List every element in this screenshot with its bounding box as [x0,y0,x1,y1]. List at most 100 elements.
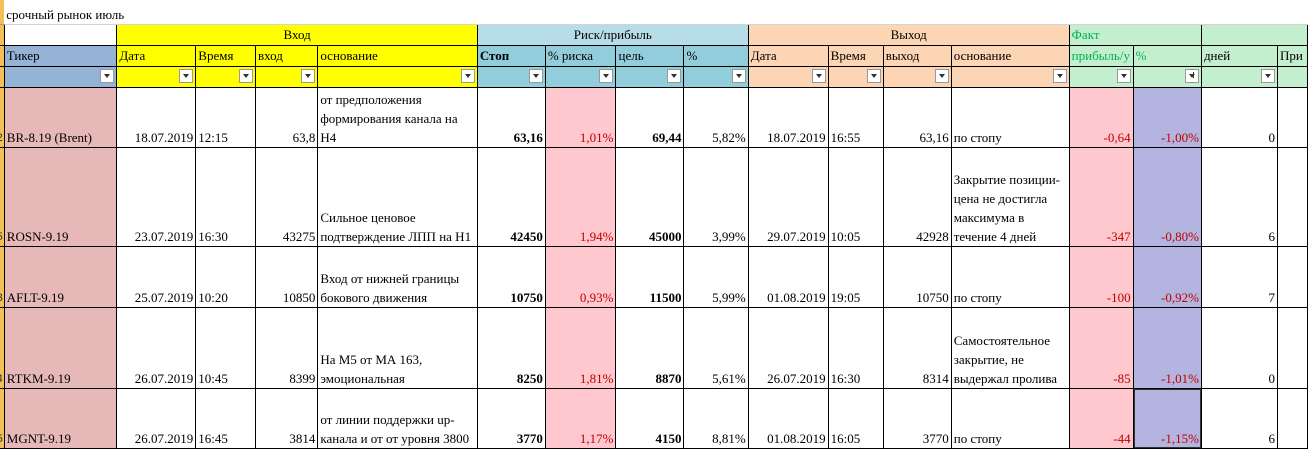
header-days[interactable]: дней [1200,45,1278,67]
header-extra[interactable]: При [1276,45,1309,67]
cell-profit[interactable]: -44 [1069,388,1134,449]
cell-fact-pct[interactable]: -0,92% [1133,246,1202,308]
filter-dropdown-icon[interactable] [1052,69,1067,83]
header-ticker[interactable]: Тикер [3,45,118,67]
cell-pct[interactable]: 8,81% [683,388,749,449]
header-risk-pct[interactable]: % риска [544,45,617,67]
filter-dropdown-icon[interactable] [238,69,253,83]
cell-exit-time[interactable]: 10:05 [828,147,884,247]
filter-dropdown-icon[interactable] [599,69,614,83]
filter-dropdown-icon[interactable] [731,69,746,83]
filter-cell[interactable] [1068,66,1134,88]
filter-cell[interactable] [683,66,749,88]
cell-target[interactable]: 11500 [615,246,685,308]
group-blank[interactable] [3,24,118,46]
cell-fact-pct[interactable]: -0,80% [1133,147,1202,247]
cell-entry-time[interactable]: 10:20 [195,246,256,308]
cell-fact-pct[interactable]: -1,01% [1133,307,1202,389]
cell-exit-time[interactable]: 16:55 [828,87,884,148]
cell-exit-date[interactable]: 18.07.2019 [748,87,829,148]
sheet-title[interactable]: срочный рынок июль [4,0,318,25]
filter-cell[interactable] [747,66,829,88]
header-entry-time[interactable]: Время [195,45,256,67]
header-exit-price[interactable]: выход [882,45,952,67]
cell-entry-time[interactable]: 10:45 [195,307,256,389]
cell-entry-price[interactable]: 63,8 [255,87,319,148]
filter-dropdown-icon[interactable] [460,69,475,83]
cell-entry-time[interactable]: 16:45 [195,388,256,449]
cell-exit-date[interactable]: 26.07.2019 [748,307,829,389]
cell-exit-reason[interactable]: по стопу [951,87,1070,148]
cell-entry-date[interactable]: 23.07.2019 [116,147,197,247]
cell-pct[interactable]: 5,61% [683,307,749,389]
cell-risk-pct[interactable]: 1,01% [545,87,617,148]
cell-extra[interactable] [1277,147,1309,247]
group-fact[interactable]: Факт [1068,24,1202,46]
cell-ticker[interactable]: BR-8.19 (Brent) [4,87,118,148]
cell-risk-pct[interactable]: 1,81% [545,307,617,389]
cell-extra[interactable] [1277,388,1309,449]
filter-dropdown-icon[interactable] [866,69,881,83]
cell-exit-price[interactable]: 3770 [883,388,952,449]
cell-exit-price[interactable]: 63,16 [883,87,952,148]
cell-profit[interactable]: -100 [1069,246,1134,308]
cell-stop[interactable]: 10750 [477,246,546,308]
cell-ticker[interactable]: AFLT-9.19 [4,246,118,308]
header-profit[interactable]: прибыль/у [1068,45,1134,67]
cell-profit[interactable]: -347 [1069,147,1134,247]
filter-cell[interactable] [116,66,197,88]
filter-dropdown-icon[interactable] [179,69,194,83]
cell-entry-price[interactable]: 8399 [255,307,319,389]
filter-cell[interactable] [1132,66,1202,88]
cell-stop[interactable]: 63,16 [477,87,546,148]
cell-pct[interactable]: 5,99% [683,246,749,308]
header-entry-reason[interactable]: основание [317,45,478,67]
cell-fact-pct[interactable]: -1,15% [1133,388,1202,449]
cell-risk-pct[interactable]: 0,93% [545,246,617,308]
cell-risk-pct[interactable]: 1,17% [545,388,617,449]
filter-dropdown-icon[interactable] [528,69,543,83]
cell-entry-reason[interactable]: На М5 от МА 163, эмоциональная [317,307,478,389]
header-pct[interactable]: % [683,45,749,67]
cell-pct[interactable]: 5,82% [683,87,749,148]
cell-exit-time[interactable]: 19:05 [828,246,884,308]
cell-entry-date[interactable]: 25.07.2019 [116,246,197,308]
cell-exit-date[interactable]: 29.07.2019 [748,147,829,247]
filter-active-icon[interactable] [1184,69,1199,83]
group-risk[interactable]: Риск/прибыль [476,24,749,46]
cell-entry-date[interactable]: 26.07.2019 [116,388,197,449]
cell-target[interactable]: 8870 [615,307,685,389]
cell-extra[interactable] [1277,87,1309,148]
filter-cell[interactable] [544,66,617,88]
filter-cell[interactable] [195,66,256,88]
cell-stop[interactable]: 42450 [477,147,546,247]
cell-entry-date[interactable]: 18.07.2019 [116,87,197,148]
cell-exit-price[interactable]: 42928 [883,147,952,247]
cell-days[interactable]: 0 [1201,307,1278,389]
filter-cell[interactable] [1276,66,1309,88]
cell-entry-price[interactable]: 3814 [255,388,319,449]
cell-target[interactable]: 45000 [615,147,685,247]
row-number[interactable]: 2 [0,87,5,148]
cell-entry-time[interactable]: 16:30 [195,147,256,247]
cell-days[interactable]: 0 [1201,87,1278,148]
cell-days[interactable]: 6 [1201,147,1278,247]
header-exit-time[interactable]: Время [827,45,884,67]
cell-risk-pct[interactable]: 1,94% [545,147,617,247]
cell-exit-price[interactable]: 10750 [883,246,952,308]
cell-exit-reason[interactable]: Самостоятельное закрытие, не выдержал пр… [951,307,1070,389]
cell-entry-reason[interactable]: Сильное ценовое подтверждение ЛПП на Н1 [317,147,478,247]
cell-ticker[interactable]: MGNT-9.19 [4,388,118,449]
filter-dropdown-icon[interactable] [1116,69,1131,83]
cell-profit[interactable]: -85 [1069,307,1134,389]
cell-ticker[interactable]: RTKM-9.19 [4,307,118,389]
filter-cell[interactable] [1200,66,1278,88]
header-entry-price[interactable]: вход [254,45,319,67]
cell-exit-time[interactable]: 16:05 [828,388,884,449]
filter-cell[interactable] [615,66,685,88]
cell-target[interactable]: 69,44 [615,87,685,148]
cell-ticker[interactable]: ROSN-9.19 [4,147,118,247]
filter-cell[interactable] [476,66,546,88]
cell-stop[interactable]: 8250 [477,307,546,389]
header-fact-pct[interactable]: % [1132,45,1202,67]
